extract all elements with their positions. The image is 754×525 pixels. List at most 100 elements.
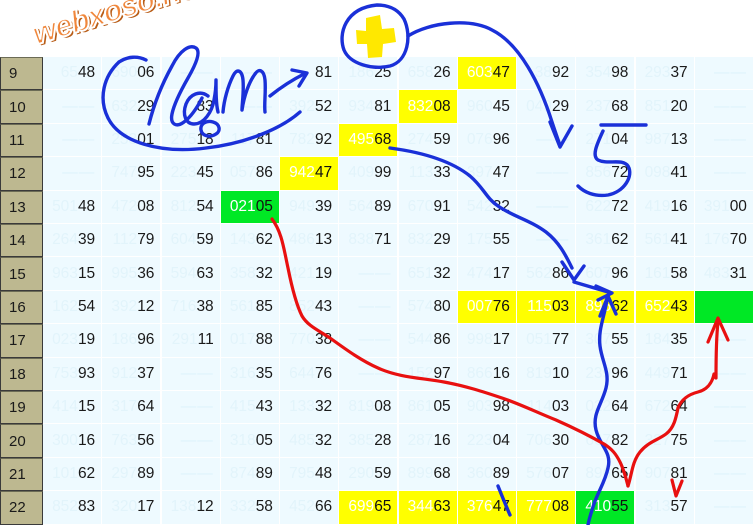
row-header-22[interactable]: 22 xyxy=(0,491,43,525)
result-cell[interactable]: 397 47 xyxy=(457,157,517,191)
result-cell[interactable]: —— xyxy=(161,391,221,425)
result-cell[interactable]: 117 81 xyxy=(220,123,280,158)
result-cell[interactable]: 391 00 xyxy=(694,190,754,224)
result-cell[interactable]: —— xyxy=(220,57,280,91)
result-cell[interactable]: 098 41 xyxy=(635,157,695,191)
result-cell[interactable]: —— xyxy=(694,357,754,391)
result-cell[interactable]: 253 01 xyxy=(102,123,162,158)
result-cell[interactable]: 812 54 xyxy=(161,190,221,224)
result-cell[interactable]: 320 17 xyxy=(102,491,162,525)
result-cell[interactable]: 318 05 xyxy=(220,424,280,458)
result-cell[interactable]: 866 16 xyxy=(457,357,517,391)
result-cell[interactable]: 763 56 xyxy=(102,424,162,458)
result-cell[interactable]: 699 65 xyxy=(339,491,399,525)
result-cell[interactable]: 186 25 xyxy=(339,57,399,91)
result-cell[interactable]: 410 55 xyxy=(576,491,636,525)
result-cell[interactable]: 594 63 xyxy=(161,257,221,291)
result-cell[interactable]: 670 91 xyxy=(398,190,458,224)
result-cell[interactable]: 049 29 xyxy=(517,90,577,124)
result-cell[interactable]: 415 43 xyxy=(220,391,280,425)
result-cell[interactable]: 561 85 xyxy=(220,290,280,325)
row-header-15[interactable]: 15 xyxy=(0,257,43,291)
result-cell[interactable]: 017 88 xyxy=(220,324,280,358)
result-cell[interactable]: 819 08 xyxy=(339,391,399,425)
row-header-18[interactable]: 18 xyxy=(0,357,43,391)
result-cell[interactable]: —— xyxy=(161,457,221,492)
row-header-10[interactable]: 10 xyxy=(0,90,43,124)
result-cell[interactable]: 604 59 xyxy=(161,224,221,258)
result-cell[interactable]: —— xyxy=(43,157,103,191)
result-cell[interactable]: 995 36 xyxy=(102,257,162,291)
result-cell[interactable]: 81 xyxy=(280,57,340,91)
result-cell[interactable]: —— xyxy=(694,90,754,124)
result-cell[interactable]: 344 63 xyxy=(398,491,458,525)
result-cell[interactable]: 293 37 xyxy=(635,57,695,91)
result-cell[interactable]: 360 89 xyxy=(457,457,517,492)
result-cell[interactable]: 483 31 xyxy=(694,257,754,291)
result-cell[interactable]: 851 20 xyxy=(635,90,695,124)
result-cell[interactable]: —— xyxy=(43,90,103,124)
result-cell[interactable]: 561 41 xyxy=(635,224,695,258)
result-cell[interactable]: —— xyxy=(694,424,754,458)
result-cell[interactable]: 275 18 xyxy=(161,123,221,158)
result-cell[interactable]: 223 04 xyxy=(457,424,517,458)
result-cell[interactable]: 133 32 xyxy=(280,391,340,425)
result-cell[interactable]: 672 64 xyxy=(635,391,695,425)
row-header-14[interactable]: 14 xyxy=(0,224,43,258)
result-cell[interactable]: 452 66 xyxy=(280,491,340,525)
result-cell[interactable]: 143 62 xyxy=(220,224,280,258)
row-header-13[interactable]: 13 xyxy=(0,190,43,224)
result-cell[interactable]: 603 47 xyxy=(457,57,517,91)
result-cell[interactable]: 651 32 xyxy=(398,257,458,291)
result-cell[interactable]: 564 89 xyxy=(339,190,399,224)
result-cell[interactable]: —— xyxy=(694,457,754,492)
result-cell[interactable]: 239 96 xyxy=(576,357,636,391)
result-cell[interactable]: 290 59 xyxy=(339,457,399,492)
result-cell[interactable]: 658 26 xyxy=(398,57,458,91)
result-cell[interactable]: 361 62 xyxy=(576,224,636,258)
result-cell[interactable]: 419 16 xyxy=(635,190,695,224)
result-cell[interactable]: 899 68 xyxy=(398,457,458,492)
result-cell[interactable]: —— xyxy=(339,324,399,358)
result-cell[interactable]: —— xyxy=(694,123,754,158)
result-cell[interactable]: 472 08 xyxy=(102,190,162,224)
result-cell[interactable]: 271 04 xyxy=(576,123,636,158)
result-cell[interactable]: —— xyxy=(43,123,103,158)
result-cell[interactable]: 562 86 xyxy=(517,257,577,291)
result-cell[interactable]: 297 89 xyxy=(102,457,162,492)
result-cell[interactable]: 852 83 xyxy=(43,491,103,525)
row-header-20[interactable]: 20 xyxy=(0,424,43,458)
result-cell[interactable]: 856 72 xyxy=(576,157,636,191)
result-cell[interactable]: —— xyxy=(517,190,577,224)
result-cell[interactable]: 706 30 xyxy=(517,424,577,458)
result-cell[interactable]: 832 08 xyxy=(398,90,458,124)
result-cell[interactable]: —— xyxy=(339,290,399,325)
result-cell[interactable]: 960 45 xyxy=(457,90,517,124)
result-cell[interactable]: —— xyxy=(161,424,221,458)
result-cell[interactable]: —— xyxy=(161,57,221,91)
result-cell[interactable]: 376 47 xyxy=(457,491,517,525)
result-cell[interactable]: 076 96 xyxy=(457,123,517,158)
result-cell[interactable]: 65 48 xyxy=(43,57,103,91)
row-header-16[interactable]: 16 xyxy=(0,290,43,325)
result-cell[interactable]: 022 64 xyxy=(576,391,636,425)
result-cell[interactable]: 237 68 xyxy=(576,90,636,124)
result-cell[interactable]: 421 19 xyxy=(280,257,340,291)
row-header-17[interactable]: 17 xyxy=(0,324,43,358)
result-cell[interactable]: 852 43 xyxy=(280,290,340,325)
result-cell[interactable]: 819 10 xyxy=(517,357,577,391)
result-cell[interactable]: —— xyxy=(694,324,754,358)
result-cell[interactable]: 652 43 xyxy=(635,290,695,325)
result-cell[interactable]: 896 65 xyxy=(576,457,636,492)
result-cell[interactable]: 327 75 xyxy=(635,424,695,458)
result-cell[interactable]: 782 92 xyxy=(280,123,340,158)
result-cell[interactable]: —— xyxy=(694,57,754,91)
result-cell[interactable]: 152 97 xyxy=(398,357,458,391)
result-cell[interactable]: 007 76 xyxy=(457,290,517,325)
result-cell[interactable]: 392 12 xyxy=(102,290,162,325)
result-cell[interactable]: 184 35 xyxy=(635,324,695,358)
result-cell[interactable]: 358 32 xyxy=(220,257,280,291)
result-cell[interactable]: 274 59 xyxy=(398,123,458,158)
result-cell[interactable]: 690 06 xyxy=(102,57,162,91)
result-cell[interactable]: —— xyxy=(517,157,577,191)
